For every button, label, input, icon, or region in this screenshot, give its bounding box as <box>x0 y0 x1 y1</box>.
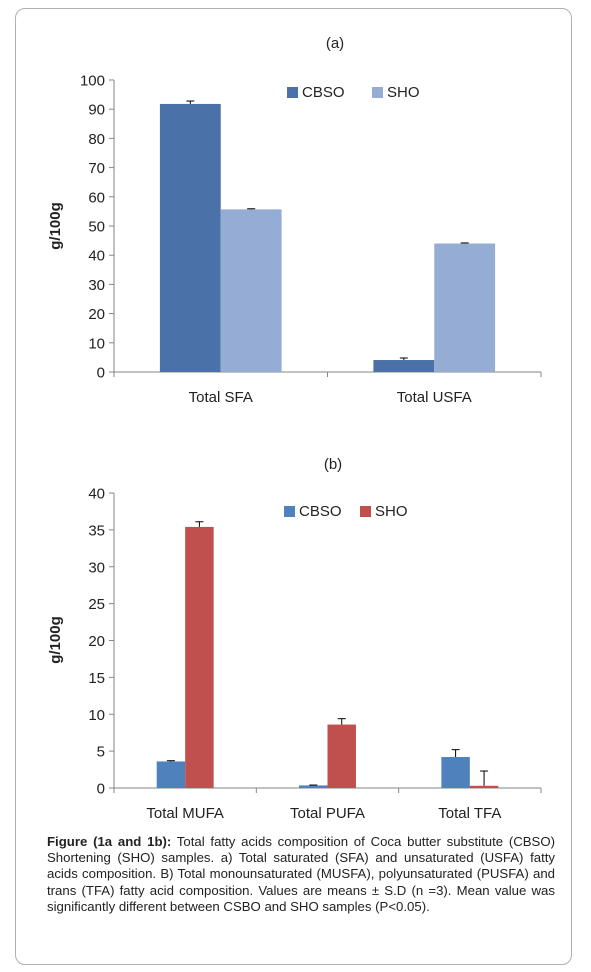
y-tick-label: 100 <box>80 73 105 90</box>
legend-label: SHO <box>387 84 420 101</box>
bar-cbso <box>299 785 328 788</box>
bar-cbso <box>441 757 470 788</box>
x-category-label: Total SFA <box>189 389 253 406</box>
legend-label: CBSO <box>299 503 342 520</box>
y-axis-label: g/100g <box>47 202 64 250</box>
chart-a: (a) 0 10 20 30 40 50 60 70 80 90 100 Total SFA Total … <box>47 35 542 406</box>
bar-cbso <box>373 360 435 372</box>
y-tick-label: 5 <box>97 744 105 761</box>
bar-sho <box>469 785 499 788</box>
y-tick-label: 10 <box>88 335 105 352</box>
y-tick-label: 15 <box>88 670 105 687</box>
x-category-label: Total USFA <box>397 389 472 406</box>
y-tick-label: 30 <box>88 277 105 294</box>
y-tick-label: 60 <box>88 189 105 206</box>
y-tick-label: 20 <box>88 306 105 323</box>
y-tick-label: 90 <box>88 102 105 119</box>
y-tick-label: 70 <box>88 160 105 177</box>
y-tick-label: 40 <box>88 248 105 265</box>
figure-caption: Figure (1a and 1b): Total fatty acids co… <box>47 834 555 915</box>
chart-title: (a) <box>326 35 344 52</box>
y-tick-label: 0 <box>97 365 105 382</box>
y-tick-label: 30 <box>88 559 105 576</box>
caption-bold: Figure (1a and 1b): <box>47 834 172 849</box>
bar-sho <box>434 243 496 372</box>
y-tick-label: 50 <box>88 219 105 236</box>
chart-title: (b) <box>324 456 342 473</box>
figure-frame <box>15 8 572 965</box>
bar-cbso <box>159 103 221 372</box>
bar-sho <box>220 209 282 372</box>
y-tick-label: 0 <box>97 781 105 798</box>
legend-swatch-cbso <box>287 87 298 98</box>
x-category-label: Total MUFA <box>146 805 224 822</box>
y-tick-label: 80 <box>88 131 105 148</box>
y-tick-label: 10 <box>88 707 105 724</box>
y-tick-label: 25 <box>88 596 105 613</box>
chart-b: (b) 0 5 10 15 20 25 30 35 40 Total MUFA Total PUFA T… <box>47 456 542 822</box>
legend-swatch-sho <box>372 87 383 98</box>
bar-sho <box>185 526 214 788</box>
x-category-label: Total PUFA <box>290 805 365 822</box>
y-tick-label: 35 <box>88 522 105 539</box>
legend-swatch-sho <box>360 506 371 517</box>
legend-label: CBSO <box>302 84 345 101</box>
bar-sho <box>327 724 356 788</box>
legend-swatch-cbso <box>284 506 295 517</box>
y-axis-label: g/100g <box>47 616 64 664</box>
caption-text: Total fatty acids composition of Coca bu… <box>47 834 555 914</box>
bar-cbso <box>156 761 186 788</box>
x-category-label: Total TFA <box>438 805 501 822</box>
legend-label: SHO <box>375 503 408 520</box>
y-tick-label: 40 <box>88 486 105 503</box>
y-tick-label: 20 <box>88 633 105 650</box>
